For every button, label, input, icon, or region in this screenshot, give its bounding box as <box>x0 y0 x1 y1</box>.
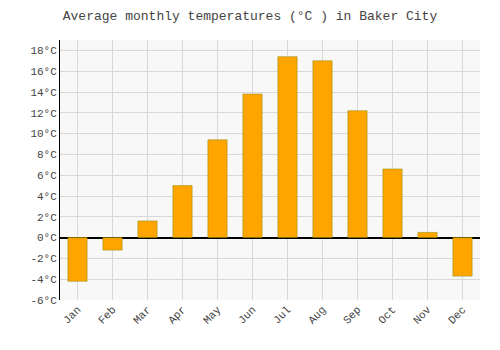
svg-text:16°C: 16°C <box>30 66 57 78</box>
svg-text:Nov: Nov <box>411 304 434 327</box>
svg-text:Dec: Dec <box>446 304 468 326</box>
svg-text:May: May <box>201 304 224 327</box>
svg-text:-6°C: -6°C <box>30 295 57 307</box>
svg-text:8°C: 8°C <box>37 149 57 161</box>
svg-text:-4°C: -4°C <box>30 274 57 286</box>
svg-text:Apr: Apr <box>166 304 188 326</box>
svg-text:Mar: Mar <box>131 304 153 326</box>
svg-text:Jul: Jul <box>271 304 293 326</box>
svg-text:-2°C: -2°C <box>30 253 57 265</box>
svg-text:0°C: 0°C <box>37 232 57 244</box>
svg-text:Average monthly temperatures (: Average monthly temperatures (°C ) in Ba… <box>63 9 438 24</box>
svg-text:Aug: Aug <box>306 304 328 326</box>
svg-text:14°C: 14°C <box>30 87 57 99</box>
svg-text:Sep: Sep <box>341 304 363 326</box>
svg-text:6°C: 6°C <box>37 170 57 182</box>
svg-text:18°C: 18°C <box>30 45 57 57</box>
svg-text:12°C: 12°C <box>30 108 57 120</box>
svg-text:2°C: 2°C <box>37 212 57 224</box>
svg-text:4°C: 4°C <box>37 191 57 203</box>
svg-text:Feb: Feb <box>96 304 118 326</box>
svg-text:Jan: Jan <box>61 304 83 326</box>
svg-text:Jun: Jun <box>236 304 258 326</box>
svg-text:10°C: 10°C <box>30 128 57 140</box>
svg-text:Oct: Oct <box>376 304 398 326</box>
